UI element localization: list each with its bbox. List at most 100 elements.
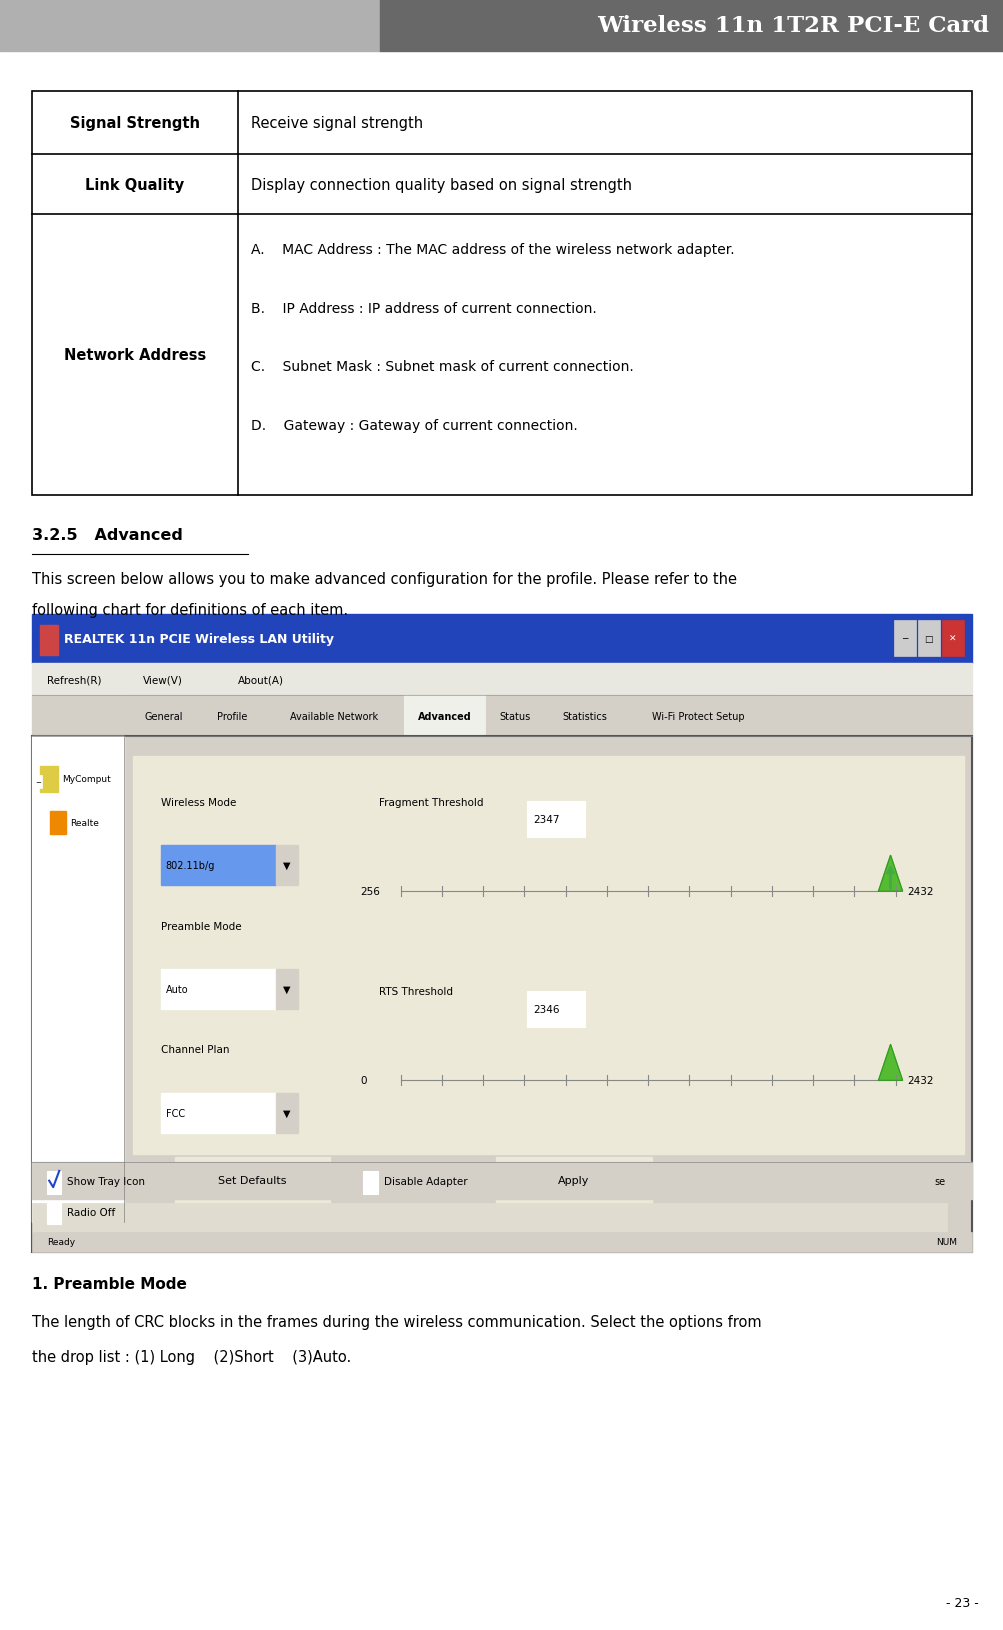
Text: MyComput: MyComput bbox=[62, 774, 111, 784]
Text: Network Address: Network Address bbox=[64, 347, 206, 363]
Text: 2347: 2347 bbox=[533, 815, 559, 825]
Text: Apply: Apply bbox=[558, 1175, 589, 1185]
Bar bbox=[276, 970, 298, 1009]
Text: Status: Status bbox=[498, 711, 531, 722]
Text: □: □ bbox=[924, 634, 932, 644]
Bar bbox=[32, 1162, 971, 1200]
Bar bbox=[32, 1203, 946, 1232]
Bar bbox=[47, 1203, 61, 1224]
Text: ─: ─ bbox=[901, 634, 907, 644]
Text: 256: 256 bbox=[360, 887, 380, 896]
Text: Wireless Mode: Wireless Mode bbox=[160, 797, 236, 807]
Bar bbox=[200, 696, 265, 737]
Text: Display connection quality based on signal strength: Display connection quality based on sign… bbox=[251, 178, 631, 192]
Text: Radio Off: Radio Off bbox=[67, 1208, 115, 1218]
Bar bbox=[0, 0, 379, 52]
Bar bbox=[32, 737, 971, 1252]
Bar bbox=[276, 846, 298, 885]
Text: Wireless 11n 1T2R PCI-E Card: Wireless 11n 1T2R PCI-E Card bbox=[597, 15, 988, 37]
Text: Channel Plan: Channel Plan bbox=[160, 1045, 229, 1055]
Bar bbox=[265, 696, 403, 737]
Text: Link Quality: Link Quality bbox=[85, 178, 185, 192]
Bar bbox=[917, 621, 939, 657]
Bar bbox=[527, 802, 585, 838]
Text: Ready: Ready bbox=[47, 1237, 75, 1247]
Bar bbox=[160, 970, 276, 1009]
Bar bbox=[495, 1157, 651, 1203]
Text: Show Tray Icon: Show Tray Icon bbox=[67, 1175, 145, 1187]
Bar bbox=[363, 1170, 377, 1193]
Text: 2432: 2432 bbox=[907, 887, 933, 896]
Text: Advanced: Advanced bbox=[417, 711, 471, 722]
Text: D.    Gateway : Gateway of current connection.: D. Gateway : Gateway of current connecti… bbox=[251, 419, 577, 432]
Text: ▼: ▼ bbox=[283, 1108, 291, 1118]
Bar bbox=[544, 696, 624, 737]
Bar bbox=[403, 696, 485, 737]
Bar bbox=[624, 696, 772, 737]
Text: Available Network: Available Network bbox=[290, 711, 378, 722]
Text: ✕: ✕ bbox=[948, 634, 956, 644]
Bar bbox=[40, 626, 58, 655]
Text: RTS Threshold: RTS Threshold bbox=[378, 986, 452, 996]
Text: A.    MAC Address : The MAC address of the wireless network adapter.: A. MAC Address : The MAC address of the … bbox=[251, 243, 734, 258]
Text: Refresh(R): Refresh(R) bbox=[47, 675, 101, 685]
Text: B.    IP Address : IP address of current connection.: B. IP Address : IP address of current co… bbox=[251, 302, 596, 316]
Text: the drop list : (1) Long    (2)Short    (3)Auto.: the drop list : (1) Long (2)Short (3)Aut… bbox=[32, 1350, 351, 1364]
Text: The length of CRC blocks in the frames during the wireless communication. Select: The length of CRC blocks in the frames d… bbox=[32, 1314, 761, 1328]
Text: General: General bbox=[144, 711, 183, 722]
Text: Disable Adapter: Disable Adapter bbox=[383, 1175, 466, 1187]
Text: Signal Strength: Signal Strength bbox=[70, 116, 200, 130]
Bar bbox=[32, 696, 971, 737]
Text: C.    Subnet Mask : Subnet mask of current connection.: C. Subnet Mask : Subnet mask of current … bbox=[251, 360, 633, 373]
Text: Realte: Realte bbox=[70, 818, 99, 828]
Bar bbox=[32, 615, 971, 663]
Text: NUM: NUM bbox=[935, 1237, 956, 1247]
Bar bbox=[47, 1170, 61, 1193]
Bar bbox=[32, 737, 971, 1252]
Text: Auto: Auto bbox=[165, 985, 189, 994]
Text: REALTEK 11n PCIE Wireless LAN Utility: REALTEK 11n PCIE Wireless LAN Utility bbox=[64, 632, 334, 645]
Text: This screen below allows you to make advanced configuration for the profile. Ple: This screen below allows you to make adv… bbox=[32, 572, 736, 587]
Bar bbox=[276, 1094, 298, 1133]
Text: Set Defaults: Set Defaults bbox=[218, 1175, 287, 1185]
Bar bbox=[911, 1167, 966, 1196]
Bar bbox=[40, 766, 58, 792]
Bar bbox=[32, 93, 971, 496]
Text: Wi-Fi Protect Setup: Wi-Fi Protect Setup bbox=[652, 711, 744, 722]
Text: 0: 0 bbox=[360, 1076, 366, 1086]
Text: FCC: FCC bbox=[165, 1108, 185, 1118]
Text: Fragment Threshold: Fragment Threshold bbox=[378, 797, 482, 807]
Bar bbox=[160, 1094, 276, 1133]
Bar bbox=[893, 621, 915, 657]
Text: Profile: Profile bbox=[217, 711, 248, 722]
Bar bbox=[527, 991, 585, 1027]
Bar bbox=[485, 696, 544, 737]
Text: About(A): About(A) bbox=[238, 675, 284, 685]
Polygon shape bbox=[878, 856, 902, 892]
Bar bbox=[160, 846, 276, 885]
Bar bbox=[127, 696, 200, 737]
Bar bbox=[32, 663, 971, 696]
Bar bbox=[34, 776, 42, 789]
Text: Receive signal strength: Receive signal strength bbox=[251, 116, 422, 130]
Text: View(V): View(V) bbox=[142, 675, 183, 685]
Polygon shape bbox=[878, 1045, 902, 1081]
Text: ▼: ▼ bbox=[283, 861, 291, 870]
Text: 1. Preamble Mode: 1. Preamble Mode bbox=[32, 1276, 187, 1291]
Text: 2346: 2346 bbox=[533, 1004, 559, 1014]
Text: 2432: 2432 bbox=[907, 1076, 933, 1086]
Bar bbox=[379, 0, 1003, 52]
Text: following chart for definitions of each item.: following chart for definitions of each … bbox=[32, 603, 348, 618]
Text: - 23 -: - 23 - bbox=[945, 1596, 978, 1609]
Text: 3.2.5   Advanced: 3.2.5 Advanced bbox=[32, 528, 183, 543]
Bar bbox=[175, 1157, 330, 1203]
Text: ▼: ▼ bbox=[283, 985, 291, 994]
Text: Preamble Mode: Preamble Mode bbox=[160, 921, 241, 931]
Text: Statistics: Statistics bbox=[562, 711, 606, 722]
Bar bbox=[50, 812, 66, 835]
Text: se: se bbox=[933, 1175, 945, 1187]
Bar bbox=[132, 756, 963, 1154]
Text: 802.11b/g: 802.11b/g bbox=[165, 861, 215, 870]
Bar bbox=[32, 737, 124, 1222]
Text: −: − bbox=[35, 779, 41, 786]
